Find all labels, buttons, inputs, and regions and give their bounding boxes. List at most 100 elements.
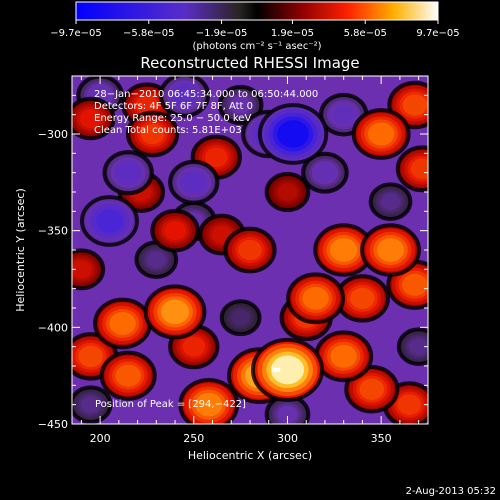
heat-blob-layer	[164, 221, 186, 241]
heat-blob-layer	[173, 85, 196, 106]
heat-blob	[395, 145, 428, 193]
info-line: Energy Range: 25.0 − 50.0 keV	[94, 113, 251, 124]
heat-blob-layer	[397, 394, 422, 415]
x-tick-label: 300	[277, 432, 298, 445]
heat-blob-layer	[160, 299, 190, 325]
heat-blob	[264, 171, 311, 213]
y-tick-label: −350	[38, 225, 68, 238]
heat-blob	[360, 223, 421, 277]
heat-blob-layer	[402, 273, 428, 296]
heat-blob-layer	[109, 311, 136, 335]
heat-blob-layer	[330, 344, 357, 368]
heat-blob-layer	[332, 105, 355, 125]
heat-blob-layer	[135, 95, 159, 115]
heat-blob	[134, 240, 179, 279]
info-line: Detectors: 4F 5F 6F 7F 8F, Att 0	[94, 101, 253, 112]
heat-blob-layer	[270, 355, 305, 385]
x-tick-label: 250	[183, 432, 204, 445]
heat-blob	[150, 208, 200, 253]
heat-blob-layer	[96, 209, 123, 233]
heat-blob	[368, 182, 413, 221]
heat-blob	[79, 195, 139, 247]
heat-blob-layer	[140, 123, 165, 145]
x-tick-label: 200	[90, 432, 111, 445]
colorbar-ticks: −9.7e−05 −5.8e−05 −1.9e−05 1.9e−05 5.8e−05 9.…	[50, 20, 460, 39]
heat-blob-layer	[182, 336, 206, 357]
heat-blob	[318, 92, 369, 137]
heat-blob	[158, 76, 211, 118]
heat-blob	[99, 350, 157, 401]
heat-blob-layer	[116, 162, 140, 183]
heat-blob	[286, 272, 346, 325]
heat-blob-layer	[182, 172, 206, 193]
generation-date: 2‐Aug‐2013 05:32	[406, 486, 496, 497]
colorbar-tick-label: −5.8e−05	[123, 28, 175, 39]
heat-blob-layer	[277, 183, 298, 201]
heat-blob	[387, 80, 428, 130]
peak-marker	[272, 367, 281, 372]
heat-blob	[334, 274, 391, 323]
heat-blob	[168, 159, 220, 205]
heatmap-image	[72, 76, 428, 424]
y-tick-label: −300	[38, 128, 68, 141]
heat-blob	[257, 103, 329, 165]
heat-blob-layer	[409, 338, 428, 355]
heat-blob-layer	[410, 158, 428, 180]
heat-blob-layer	[79, 109, 102, 129]
heat-blob-layer	[277, 405, 298, 424]
heat-blob-layer	[115, 364, 141, 387]
chart-title: Reconstructed RHESSI Image	[140, 54, 359, 72]
heat-blob	[351, 108, 411, 160]
heat-blob	[102, 150, 154, 196]
heat-blob	[143, 284, 207, 340]
colorbar-tick-label: 5.8e−05	[344, 28, 387, 39]
y-axis-label: Heliocentric Y (arcsec)	[14, 188, 27, 312]
heat-blob-layer	[314, 163, 336, 182]
heat-blob	[219, 299, 262, 337]
heat-blob-layer	[146, 251, 166, 268]
info-line: Clean Total counts: 5.81E+03	[94, 125, 242, 136]
heat-blob	[250, 337, 324, 402]
x-tick-label: 350	[371, 432, 392, 445]
heat-blob	[178, 377, 240, 424]
colorbar-tick-label: 1.9e−05	[271, 28, 314, 39]
heat-blob-layer	[330, 238, 358, 262]
heat-blob	[72, 96, 116, 141]
heat-blob-layer	[78, 345, 104, 368]
heat-blob	[396, 327, 428, 366]
heat-blob-layer	[367, 122, 395, 146]
heat-blob-layer	[380, 193, 401, 210]
heat-blob	[72, 248, 106, 291]
heat-blob-layer	[195, 392, 223, 417]
heat-blob	[72, 385, 113, 424]
heat-blob-layer	[302, 286, 329, 310]
y-tick-label: −450	[38, 418, 68, 431]
y-tick-label: −400	[38, 321, 68, 334]
heat-blob	[223, 226, 277, 274]
heat-blob-layer	[238, 239, 262, 261]
heat-blob	[217, 84, 264, 126]
colorbar	[75, 1, 439, 21]
info-line: 28−Jan−2010 06:45:34.000 to 06:50:44.000	[94, 89, 318, 100]
heat-blob-layer	[376, 238, 405, 262]
heat-blob-layer	[72, 260, 92, 279]
heat-blob-layer	[230, 96, 251, 114]
heat-blob-layer	[359, 378, 385, 400]
info-block: 28−Jan−2010 06:45:34.000 to 06:50:44.000…	[94, 89, 318, 136]
colorbar-tick-label: −9.7e−05	[50, 28, 102, 39]
heat-blob	[93, 297, 153, 350]
colorbar-tick-label: −1.9e−05	[196, 28, 248, 39]
colorbar-units-label: (photons cm⁻² s⁻¹ asec⁻²)	[192, 41, 321, 52]
heat-blob-layer	[402, 94, 428, 116]
heat-blob-layer	[81, 396, 101, 413]
heat-blob-layer	[231, 309, 250, 326]
heat-blob	[314, 330, 374, 383]
heat-blob	[313, 223, 375, 277]
x-axis-label: Heliocentric X (arcsec)	[188, 449, 312, 462]
colorbar-tick-label: 9.7e−05	[416, 28, 459, 39]
peak-position-label: Position of Peak = [294,−422]	[95, 399, 246, 410]
heat-blob	[301, 151, 349, 194]
heat-blob-layer	[350, 287, 375, 310]
heat-blob-layer	[204, 147, 228, 168]
